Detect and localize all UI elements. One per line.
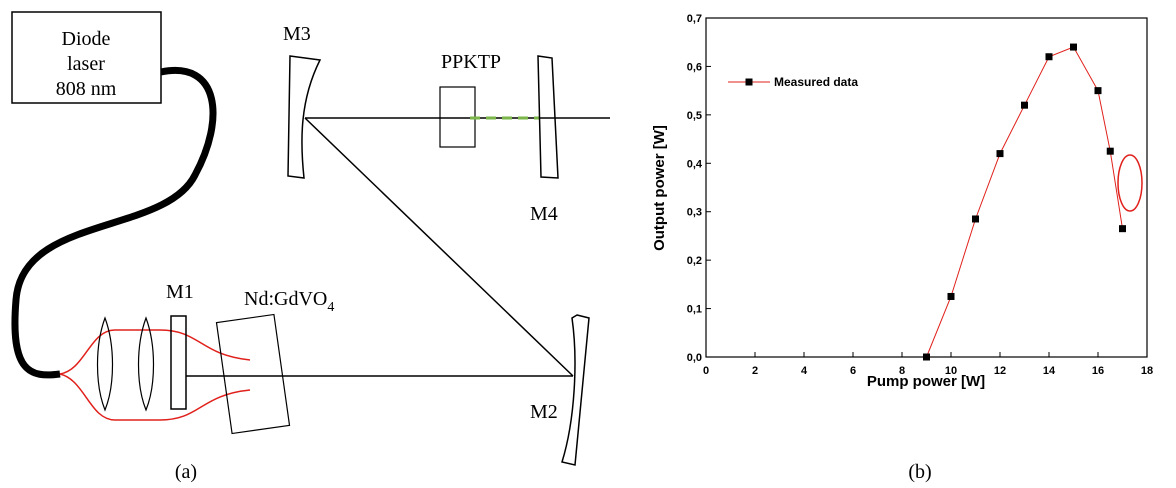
caption: (b)	[908, 461, 931, 483]
data-point	[972, 215, 979, 223]
laser-label: Diode	[62, 28, 111, 50]
plot-frame	[705, 17, 1148, 358]
y-tick-label: 0,1	[687, 304, 702, 316]
data-point	[996, 150, 1004, 158]
x-tick-label: 16	[1092, 365, 1104, 377]
x-tick-label: 18	[1141, 365, 1153, 377]
highlight-ellipse	[1117, 154, 1143, 212]
x-axis-label: Pump power [W]	[867, 373, 985, 390]
mirror-m2	[561, 314, 590, 466]
fiber	[11, 67, 217, 379]
x-tick-label: 2	[752, 365, 758, 377]
y-tick-label: 0,0	[687, 352, 702, 364]
crystal	[215, 313, 291, 435]
x-tick-label: 12	[994, 365, 1006, 377]
mirror-m3	[287, 55, 322, 179]
x-tick-label: 0	[703, 365, 709, 377]
laser-label: 808 nm	[56, 78, 117, 100]
data-point	[1119, 225, 1126, 233]
x-tick-label: 8	[899, 365, 905, 377]
legend-label: Measured data	[774, 75, 858, 89]
crystal-name: Nd:GdVO	[244, 288, 327, 310]
x-tick-label: 4	[801, 365, 808, 377]
y-tick-label: 0,5	[687, 110, 702, 122]
mirror-m4	[537, 55, 559, 179]
ray	[59, 373, 251, 421]
mirror-label: M3	[283, 23, 311, 45]
laser-box	[11, 11, 162, 104]
data-point	[1021, 101, 1028, 109]
ppktp-crystal	[439, 86, 476, 148]
data-point	[1094, 87, 1102, 95]
crystal-label: Nd:GdVO4	[244, 288, 334, 315]
lens	[96, 316, 114, 412]
data-point	[1106, 147, 1114, 155]
mirror-m1	[170, 315, 187, 410]
mirror-label: M1	[166, 281, 194, 303]
data-point	[947, 292, 955, 300]
caption: (a)	[175, 461, 197, 483]
y-tick-label: 0,6	[687, 61, 702, 73]
laser-label: laser	[67, 53, 105, 75]
ray	[59, 329, 251, 375]
mirror-label: M4	[530, 203, 558, 225]
y-tick-label: 0,3	[687, 207, 702, 219]
beam	[304, 117, 574, 377]
y-axis-label: Output power [W]	[651, 125, 668, 251]
data-point	[1070, 43, 1077, 51]
y-tick-label: 0,2	[687, 255, 702, 267]
mirror-label: M2	[530, 401, 558, 423]
crystal-subscript: 4	[327, 300, 334, 315]
x-tick-label: 6	[850, 365, 856, 377]
ppktp-label: PPKTP	[441, 51, 501, 73]
y-tick-label: 0,4	[687, 158, 703, 170]
x-tick-label: 14	[1043, 365, 1056, 377]
data-point	[923, 353, 930, 361]
x-tick-label: 10	[945, 365, 957, 377]
data-point	[1045, 53, 1053, 61]
legend-marker	[745, 78, 753, 86]
lens	[137, 316, 155, 412]
series-line	[926, 46, 1123, 358]
y-tick-label: 0,7	[687, 13, 702, 25]
diagram	[11, 11, 610, 466]
